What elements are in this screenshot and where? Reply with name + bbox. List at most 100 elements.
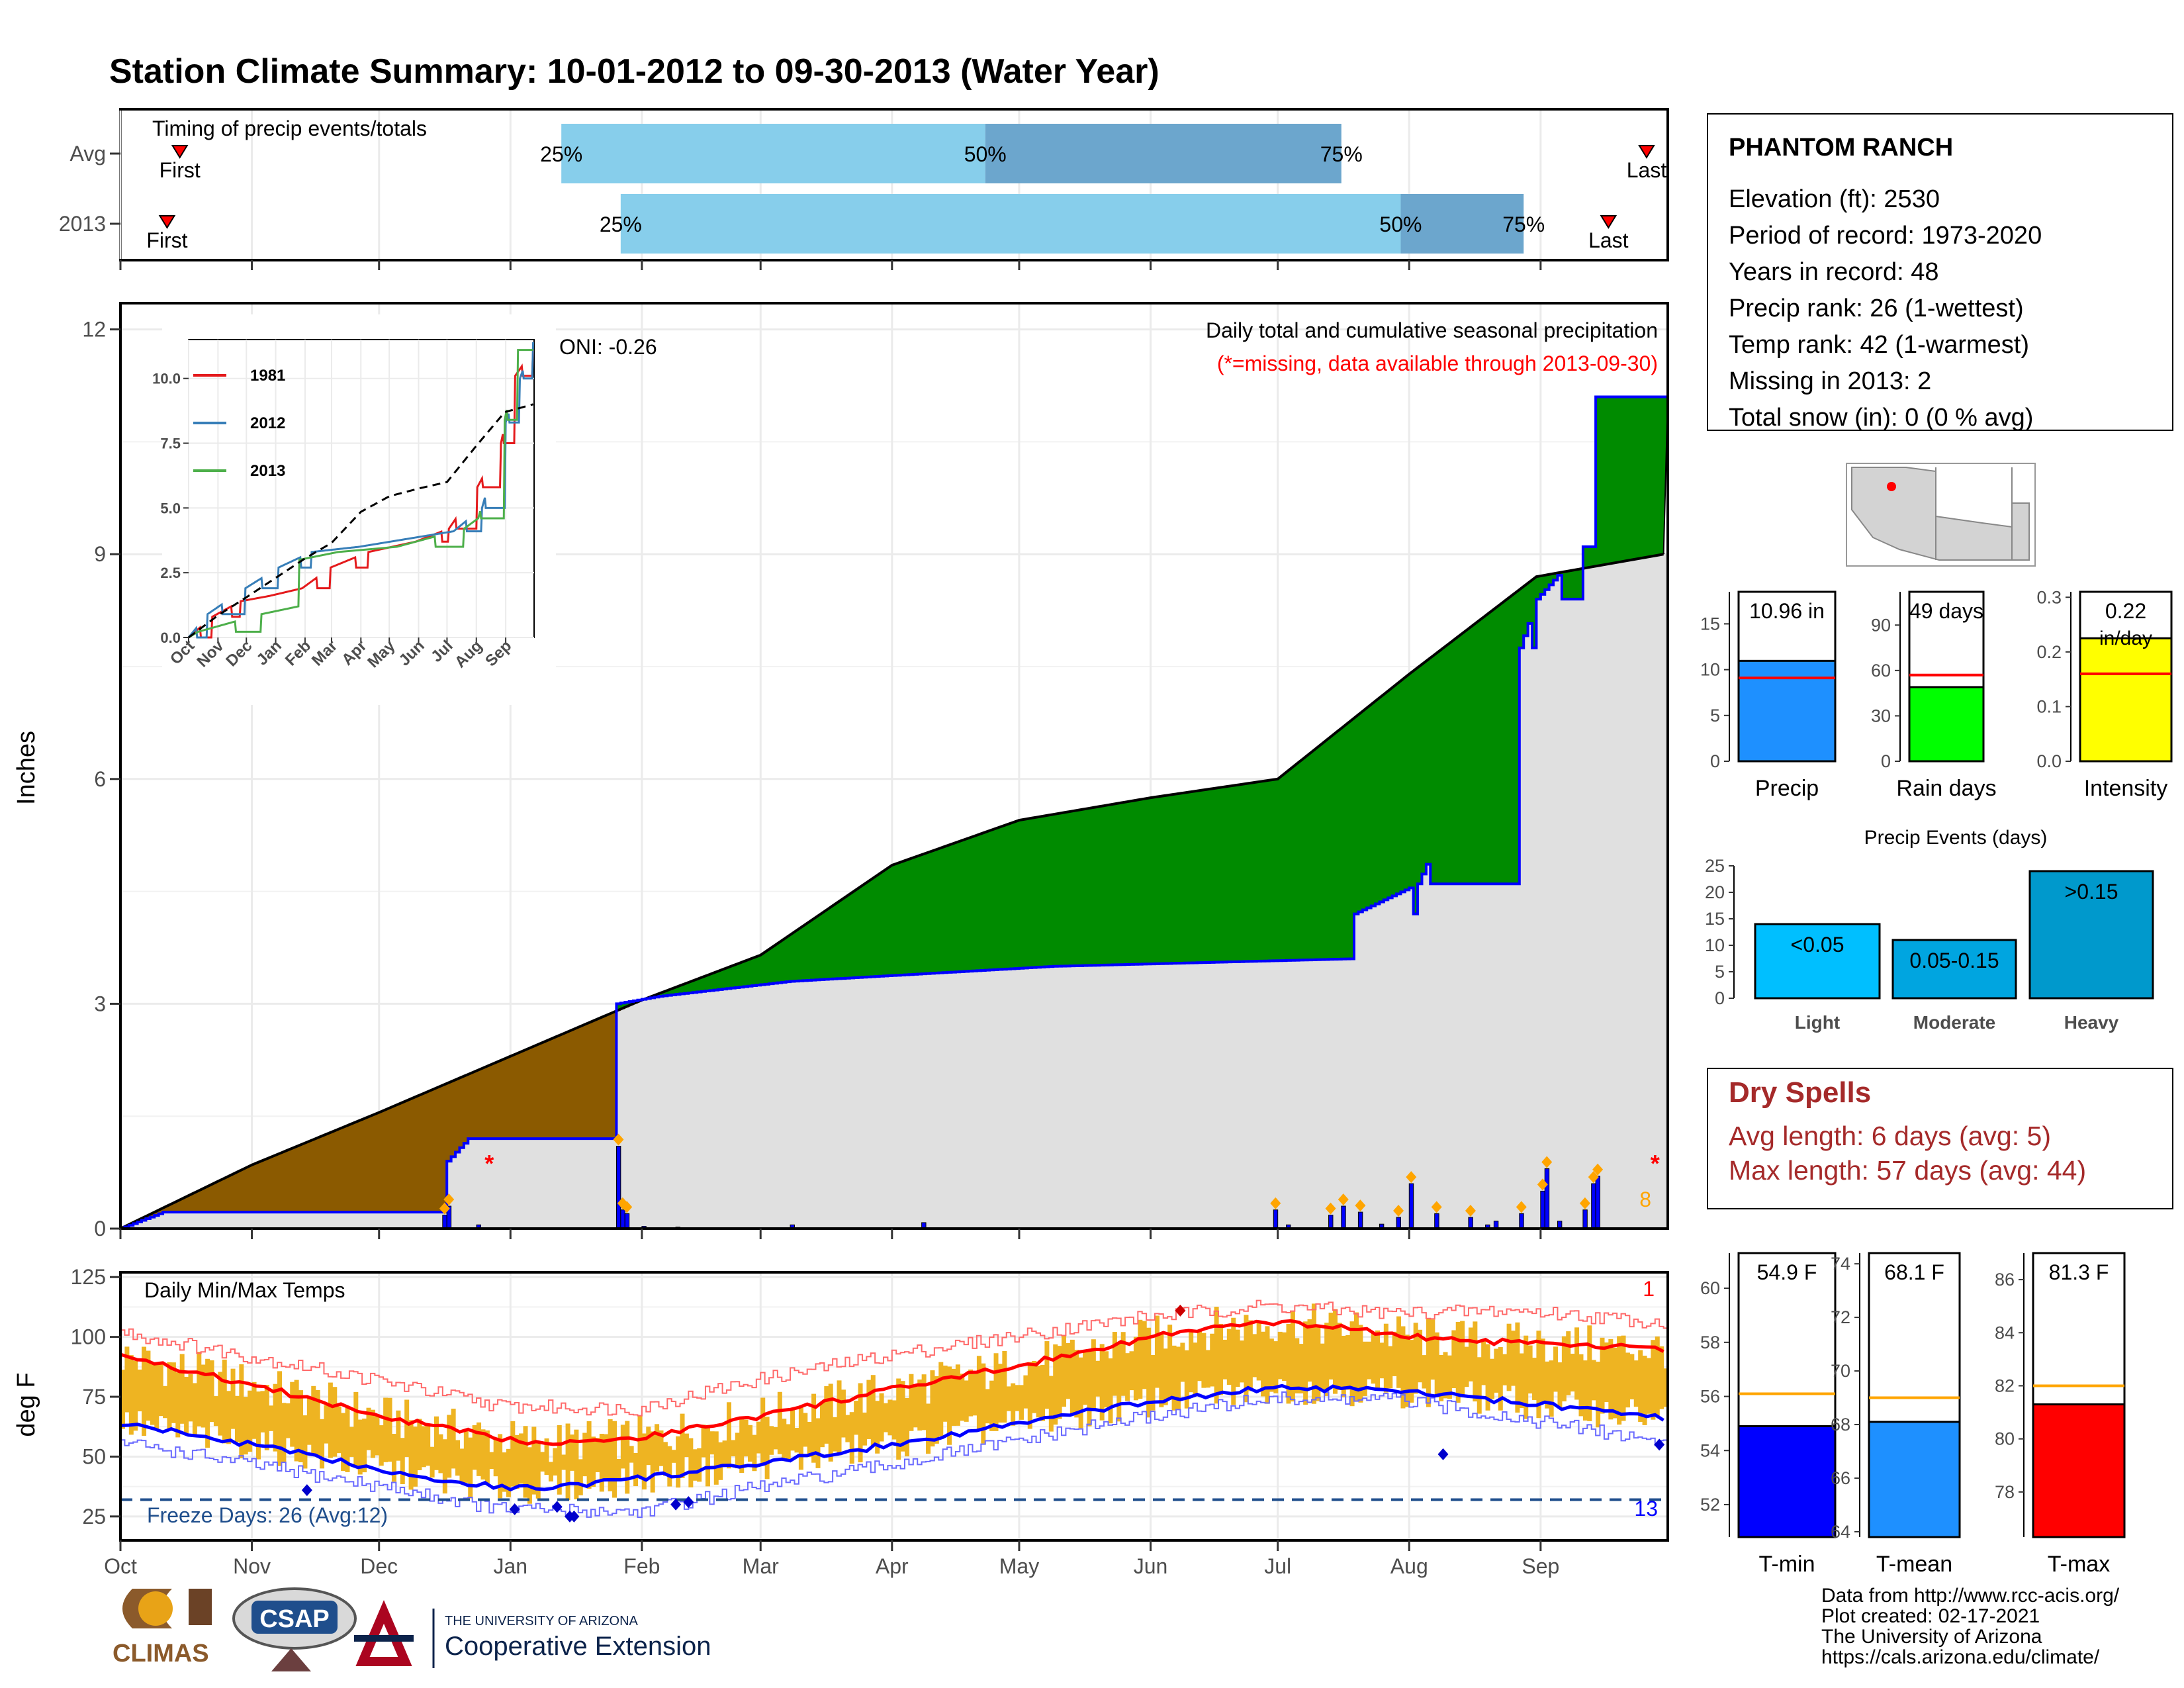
daily-temp-range-bar xyxy=(1282,1332,1287,1381)
daily-temp-range-bar xyxy=(477,1422,482,1476)
daily-temp-range-bar xyxy=(1159,1332,1164,1407)
daily-temp-range-bar xyxy=(1112,1332,1117,1396)
daily-temp-range-bar xyxy=(1328,1312,1334,1380)
daily-temp-range-bar xyxy=(993,1353,999,1431)
events-bar-label: >0.15 xyxy=(2065,880,2118,904)
month-label: Mar xyxy=(743,1554,779,1578)
precip-ytick-label: 12 xyxy=(82,318,106,342)
daily-temp-range-bar xyxy=(1154,1315,1160,1388)
dry-spells-title: Dry Spells xyxy=(1729,1076,1871,1109)
timing-first-marker xyxy=(171,145,189,159)
month-axis: Oct Nov Dec Jan Feb Mar Apr May Jun Jul Aug Sep xyxy=(104,1540,1559,1578)
daily-temp-range-bar xyxy=(324,1405,329,1444)
daily-temp-range-bar xyxy=(294,1380,299,1462)
daily-temp-range-bar xyxy=(909,1374,914,1431)
footer-line: Data from http://www.rcc-acis.org/ xyxy=(1821,1585,2120,1607)
temp-1-ytick-label: 64 xyxy=(1831,1522,1850,1542)
daily-temp-range-bar xyxy=(408,1420,414,1490)
daily-temp-range-bar xyxy=(1591,1360,1596,1401)
daily-temp-range-bar xyxy=(748,1425,753,1462)
daily-temp-range-bar xyxy=(1298,1344,1304,1393)
daily-temp-range-bar xyxy=(968,1369,974,1417)
daily-temp-range-bar xyxy=(1502,1354,1508,1385)
daily-temp-range-bar xyxy=(1608,1338,1614,1420)
daily-precip-bar xyxy=(615,1145,621,1229)
precip-plot-frame xyxy=(119,302,1669,1230)
temp-1-ytick-label: 70 xyxy=(1831,1361,1850,1381)
daily-temp-range-bar xyxy=(1659,1346,1664,1409)
daily-temp-range-bar xyxy=(142,1346,147,1436)
daily-temp-range-bar xyxy=(1621,1335,1626,1421)
daily-temp-range-bar xyxy=(1286,1323,1291,1404)
temp-0-ytick-label: 54 xyxy=(1700,1440,1720,1460)
daily-temp-range-bar xyxy=(743,1419,749,1457)
precip-note: Daily total and cumulative seasonal prec… xyxy=(1206,318,1658,342)
month-label: Feb xyxy=(623,1554,660,1578)
daily-temp-range-bar xyxy=(234,1395,240,1442)
daily-temp-range-bar xyxy=(858,1383,863,1463)
events-title: Precip Events (days) xyxy=(1864,827,2048,849)
footer-line: https://cals.arizona.edu/climate/ xyxy=(1821,1646,2100,1668)
precip-1-ytick-label: 30 xyxy=(1871,706,1891,726)
daily-temp-range-bar xyxy=(1532,1358,1537,1400)
daily-temp-range-bar xyxy=(1353,1312,1359,1401)
timing-last-label: Last xyxy=(1588,228,1629,252)
record-low-marker xyxy=(1437,1448,1449,1460)
daily-temp-range-bar xyxy=(845,1415,850,1442)
daily-temp-range-bar xyxy=(1006,1386,1011,1411)
daily-temp-range-bar xyxy=(574,1429,579,1499)
daily-temp-range-bar xyxy=(837,1380,842,1456)
daily-temp-range-bar xyxy=(158,1363,163,1417)
daily-temp-range-bar xyxy=(387,1397,392,1462)
temp-header: Daily Min/Max Temps xyxy=(144,1278,345,1302)
temp-0-ytick-label: 58 xyxy=(1700,1333,1720,1352)
daily-temp-range-bar xyxy=(400,1438,405,1484)
month-label: Dec xyxy=(360,1554,398,1578)
heavy-event-marker xyxy=(1579,1197,1590,1209)
daily-temp-range-bar xyxy=(883,1403,888,1432)
inset-ytick-label: 0.0 xyxy=(160,630,181,646)
daily-temp-range-bar xyxy=(209,1360,214,1423)
daily-temp-range-bar xyxy=(921,1374,927,1430)
temp-2-ytick-label: 86 xyxy=(1995,1270,2015,1289)
station-info-line: Total snow (in): 0 (0 % avg) xyxy=(1729,404,2033,432)
daily-temp-range-bar xyxy=(163,1385,168,1419)
daily-temp-range-bar xyxy=(1651,1340,1656,1420)
daily-temp-range-bar xyxy=(370,1409,375,1458)
missing-day-marker: * xyxy=(484,1150,494,1177)
daily-temp-range-bar xyxy=(819,1402,825,1448)
daily-temp-range-bar xyxy=(328,1382,333,1458)
station-info-line: Elevation (ft): 2530 xyxy=(1729,185,1940,213)
daily-temp-range-bar xyxy=(137,1369,142,1412)
month-label: Jul xyxy=(1264,1554,1291,1578)
missing-day-marker: * xyxy=(1651,1150,1660,1177)
month-label: Nov xyxy=(233,1554,271,1578)
daily-temp-range-bar xyxy=(1489,1358,1494,1399)
timing-p75-label: 75% xyxy=(1320,142,1363,166)
inset-series-line-1981 xyxy=(188,350,535,639)
record-high-line xyxy=(120,1299,1668,1417)
daily-temp-range-bar xyxy=(803,1413,808,1447)
temp-0-value-text: 54.9 F xyxy=(1757,1260,1817,1284)
temp-1-label: T-mean xyxy=(1876,1552,1952,1577)
daily-temp-range-bar xyxy=(680,1413,685,1478)
daily-precip-bar xyxy=(1591,1183,1596,1229)
month-label: Oct xyxy=(104,1554,137,1578)
csap-text: CSAP xyxy=(259,1605,330,1633)
daily-temp-range-bar xyxy=(650,1431,655,1493)
daily-temp-range-bar xyxy=(1269,1338,1274,1392)
daily-temp-range-bar xyxy=(243,1397,248,1455)
daily-temp-range-bar xyxy=(1244,1315,1249,1403)
daily-temp-range-bar xyxy=(1451,1330,1457,1388)
daily-temp-range-bar xyxy=(641,1433,647,1490)
daily-precip-bar xyxy=(1273,1209,1279,1229)
daily-temp-range-bar xyxy=(230,1368,236,1429)
timing-first-label: First xyxy=(146,228,187,252)
daily-temp-range-bar xyxy=(659,1430,664,1466)
timing-p50-label: 50% xyxy=(964,142,1007,166)
daily-temp-range-bar xyxy=(1455,1321,1461,1403)
daily-temp-range-bar xyxy=(599,1433,604,1492)
daily-temp-range-bar xyxy=(752,1434,757,1472)
timing-p50-label: 50% xyxy=(1379,212,1422,236)
